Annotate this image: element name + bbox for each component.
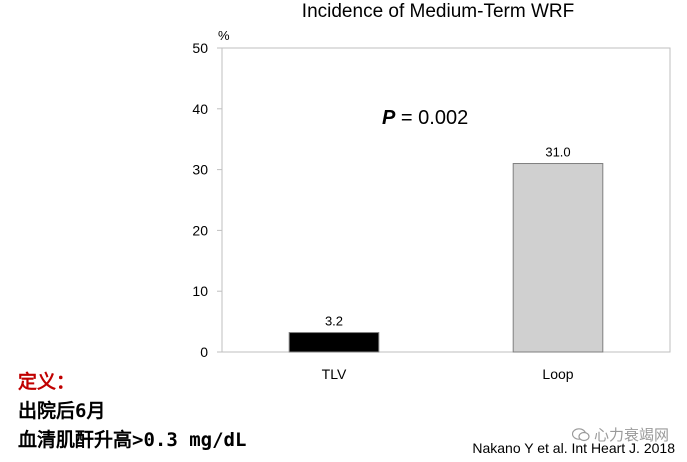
chart-title: Incidence of Medium-Term WRF [302, 1, 574, 22]
x-category-label: TLV [322, 366, 347, 382]
definition-line-2: 血清肌酐升高>0.3 mg/dL [18, 429, 247, 451]
bar-loop [512, 163, 604, 353]
bar-value-label: 3.2 [325, 314, 343, 329]
definition-line-1: 出院后6月 [18, 400, 106, 422]
definition-notes: 定义： 出院后6月 血清肌酐升高>0.3 mg/dL [18, 368, 246, 455]
bar-tlv [288, 332, 380, 353]
p-symbol: P [382, 107, 396, 129]
wechat-icon [571, 427, 590, 441]
bar-chart: Incidence of Medium-Term WRF % 0 10 20 30 40… [192, 1, 671, 382]
watermark: 心力衰竭网 [571, 424, 669, 445]
y-tick-label: 50 [192, 40, 208, 56]
y-axis-unit: % [218, 28, 230, 43]
definition-heading: 定义： [18, 371, 76, 393]
y-tick-label: 30 [192, 162, 208, 178]
watermark-text: 心力衰竭网 [593, 427, 669, 444]
y-tick-label: 0 [200, 344, 208, 360]
y-tick-label: 40 [192, 101, 208, 117]
x-category-label: Loop [542, 366, 573, 382]
y-tick-label: 10 [192, 283, 208, 299]
citation: Nakano Y et al. Int Heart J. 2018 [472, 440, 675, 456]
plot-frame [221, 47, 671, 353]
p-value-annotation: P = 0.002 [382, 107, 468, 129]
bar-value-label: 31.0 [545, 145, 570, 160]
p-value-text: = 0.002 [395, 107, 468, 129]
y-tick-label: 20 [192, 222, 208, 238]
